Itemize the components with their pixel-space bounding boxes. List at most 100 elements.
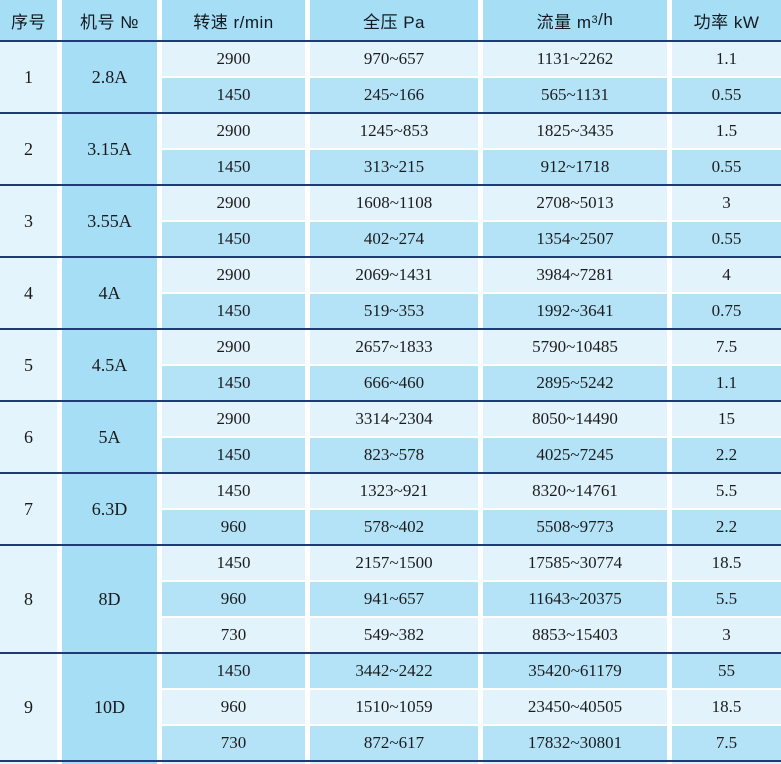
- model-cell: 8D: [62, 546, 157, 652]
- group-separator: [0, 544, 781, 546]
- pressure-cell: 666~460: [310, 366, 478, 400]
- power-cell: 5.5: [672, 582, 781, 616]
- header-pressure: 全压 Pa: [310, 0, 478, 40]
- model-cell: 5A: [62, 402, 157, 472]
- pressure-cell: 970~657: [310, 42, 478, 76]
- pressure-cell: 245~166: [310, 78, 478, 112]
- flow-cell: 5790~10485: [483, 330, 667, 364]
- pressure-cell: 402~274: [310, 222, 478, 256]
- flow-cell: 17832~30801: [483, 726, 667, 760]
- speed-cell: 2900: [162, 42, 305, 76]
- row-group: 8 8D 1450 2157~1500 17585~30774 18.5 960 941~65…: [0, 546, 781, 652]
- power-cell: 7.5: [672, 330, 781, 364]
- speed-cell: 1450: [162, 150, 305, 184]
- flow-cell: 23450~40505: [483, 690, 667, 724]
- flow-cell: 2895~5242: [483, 366, 667, 400]
- speed-cell: 1450: [162, 366, 305, 400]
- speed-cell: 2900: [162, 402, 305, 436]
- flow-cell: 8320~14761: [483, 474, 667, 508]
- flow-cell: 11643~20375: [483, 582, 667, 616]
- speed-cell: 2900: [162, 330, 305, 364]
- pressure-cell: 3314~2304: [310, 402, 478, 436]
- speed-cell: 1450: [162, 78, 305, 112]
- header-flow: 流量 m 3/h: [483, 0, 667, 40]
- row-group: 4 4A 2900 2069~1431 3984~7281 4 1450 519~353 199…: [0, 258, 781, 328]
- group-separator: [0, 112, 781, 114]
- power-cell: 0.55: [672, 222, 781, 256]
- flow-cell: 912~1718: [483, 150, 667, 184]
- speed-cell: 1450: [162, 438, 305, 472]
- group-separator: [0, 760, 781, 762]
- flow-cell: 1131~2262: [483, 42, 667, 76]
- speed-cell: 1450: [162, 294, 305, 328]
- flow-cell: 5508~9773: [483, 510, 667, 544]
- flow-cell: 1354~2507: [483, 222, 667, 256]
- speed-cell: 2900: [162, 186, 305, 220]
- pressure-cell: 1510~1059: [310, 690, 478, 724]
- partial-power-cell: [672, 762, 781, 764]
- header-speed: 转速 r/min: [162, 0, 305, 40]
- flow-cell: 3984~7281: [483, 258, 667, 292]
- power-cell: 18.5: [672, 690, 781, 724]
- flow-cell: 8050~14490: [483, 402, 667, 436]
- row-group: 3 3.55A 2900 1608~1108 2708~5013 3 1450 402~274…: [0, 186, 781, 256]
- group-separator: [0, 256, 781, 258]
- partial-next-row: [0, 762, 781, 764]
- power-cell: 1.1: [672, 42, 781, 76]
- pressure-cell: 519~353: [310, 294, 478, 328]
- group-separator: [0, 184, 781, 186]
- pressure-cell: 872~617: [310, 726, 478, 760]
- pressure-cell: 1245~853: [310, 114, 478, 148]
- header-flow-suffix: /h: [598, 10, 614, 29]
- model-cell: 10D: [62, 654, 157, 760]
- flow-cell: 565~1131: [483, 78, 667, 112]
- power-cell: 1.5: [672, 114, 781, 148]
- pressure-cell: 549~382: [310, 618, 478, 652]
- serial-cell: 7: [0, 474, 57, 544]
- power-cell: 0.55: [672, 78, 781, 112]
- power-cell: 3: [672, 618, 781, 652]
- speed-cell: 2900: [162, 114, 305, 148]
- serial-cell: 5: [0, 330, 57, 400]
- serial-cell: 6: [0, 402, 57, 472]
- model-cell: 4.5A: [62, 330, 157, 400]
- header-model: 机号 №: [62, 0, 157, 40]
- group-separator: [0, 652, 781, 654]
- power-cell: 3: [672, 186, 781, 220]
- speed-cell: 1450: [162, 474, 305, 508]
- flow-cell: 17585~30774: [483, 546, 667, 580]
- model-cell: 3.55A: [62, 186, 157, 256]
- power-cell: 2.2: [672, 510, 781, 544]
- pressure-cell: 823~578: [310, 438, 478, 472]
- power-cell: 15: [672, 402, 781, 436]
- row-group: 5 4.5A 2900 2657~1833 5790~10485 7.5 1450 666~4…: [0, 330, 781, 400]
- partial-speed-cell: [162, 762, 305, 764]
- power-cell: 5.5: [672, 474, 781, 508]
- header-separator: [0, 40, 781, 42]
- flow-cell: 2708~5013: [483, 186, 667, 220]
- model-cell: 6.3D: [62, 474, 157, 544]
- flow-cell: 8853~15403: [483, 618, 667, 652]
- flow-cell: 1825~3435: [483, 114, 667, 148]
- serial-cell: 1: [0, 42, 57, 112]
- group-separator: [0, 400, 781, 402]
- partial-serial-cell: [0, 762, 57, 764]
- row-group: 9 10D 1450 3442~2422 35420~61179 55 960 1510~10…: [0, 654, 781, 760]
- flow-cell: 35420~61179: [483, 654, 667, 688]
- power-cell: 18.5: [672, 546, 781, 580]
- pressure-cell: 313~215: [310, 150, 478, 184]
- pressure-cell: 578~402: [310, 510, 478, 544]
- serial-cell: 9: [0, 654, 57, 760]
- pressure-cell: 3442~2422: [310, 654, 478, 688]
- partial-model-cell: [62, 762, 157, 764]
- table-body: 1 2.8A 2900 970~657 1131~2262 1.1 1450 245~166 5…: [0, 42, 781, 762]
- power-cell: 0.55: [672, 150, 781, 184]
- serial-cell: 4: [0, 258, 57, 328]
- row-group: 1 2.8A 2900 970~657 1131~2262 1.1 1450 245~166 5…: [0, 42, 781, 112]
- pressure-cell: 2657~1833: [310, 330, 478, 364]
- row-group: 6 5A 2900 3314~2304 8050~14490 15 1450 823~578 4…: [0, 402, 781, 472]
- speed-cell: 730: [162, 726, 305, 760]
- power-cell: 1.1: [672, 366, 781, 400]
- table-header-row: 序号 机号 № 转速 r/min 全压 Pa 流量 m 3/h 功率 kW: [0, 0, 781, 40]
